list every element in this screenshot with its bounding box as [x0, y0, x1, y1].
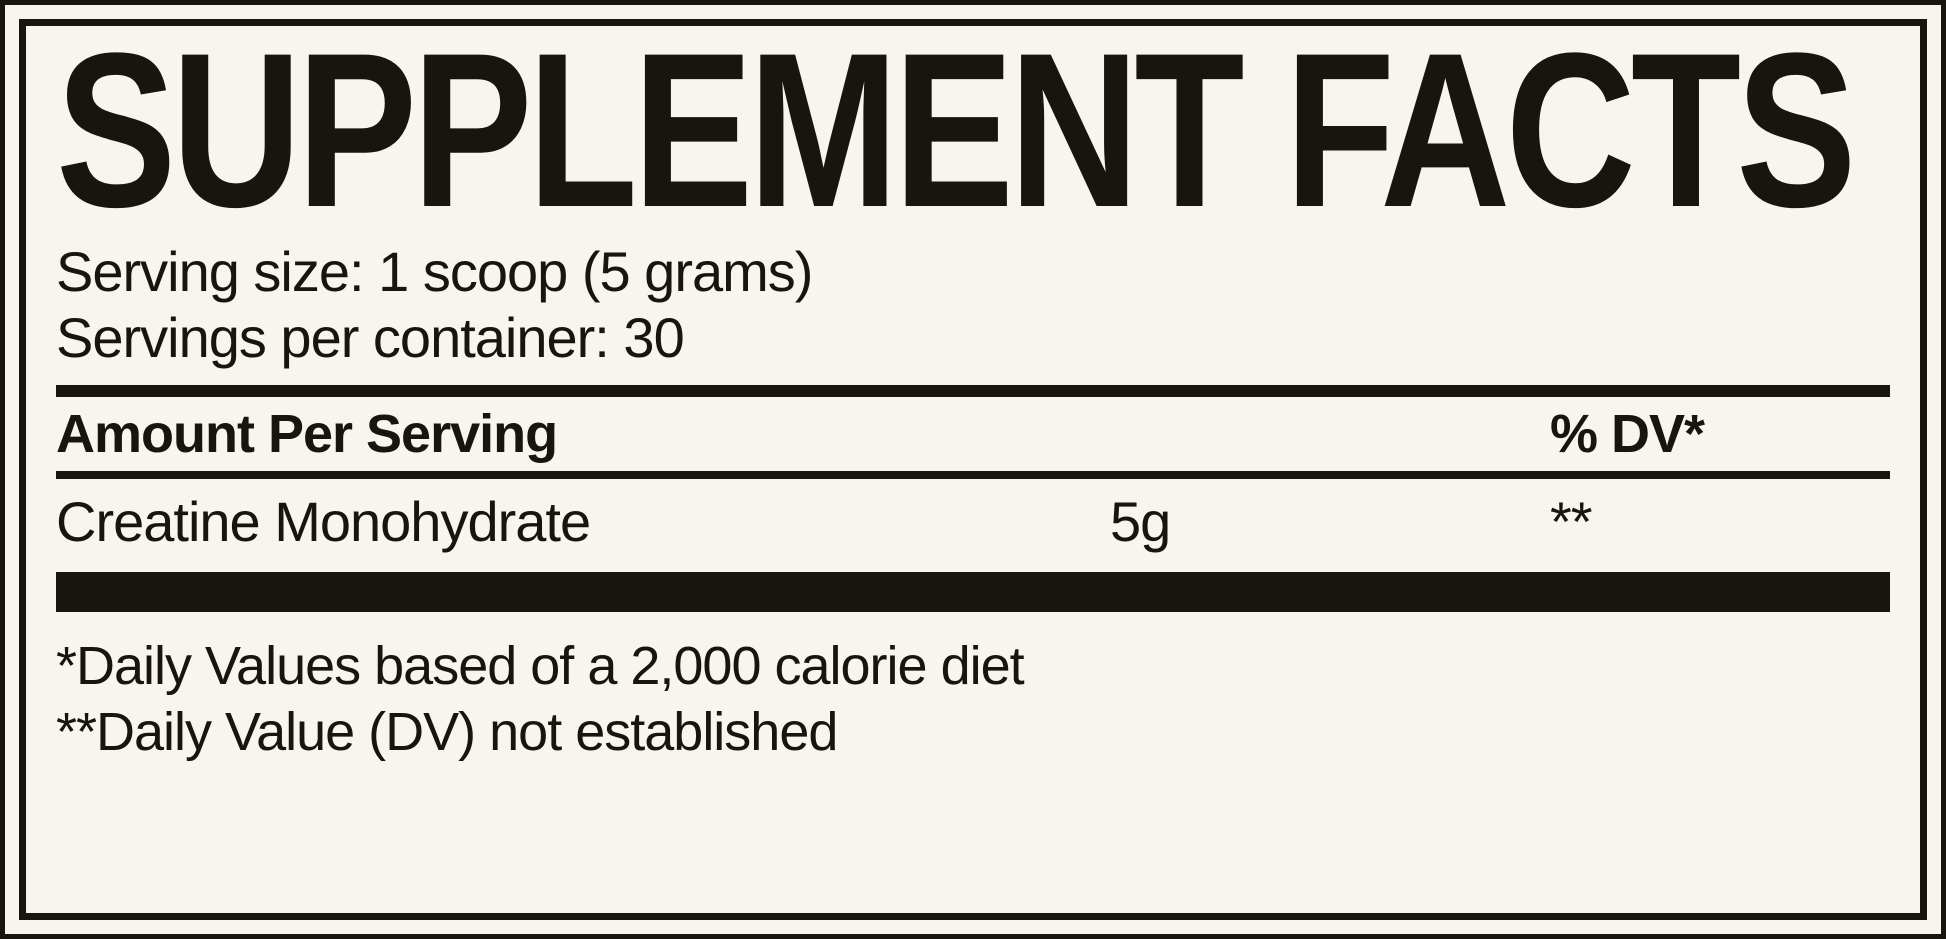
ingredient-name: Creatine Monohydrate: [56, 489, 1110, 554]
header-amount-per-serving: Amount Per Serving: [56, 403, 1550, 465]
ingredient-dv: **: [1530, 489, 1890, 554]
footnote-line: *Daily Values based of a 2,000 calorie d…: [56, 634, 1890, 700]
footnote-line: **Daily Value (DV) not established: [56, 700, 1890, 766]
table-row: Creatine Monohydrate 5g **: [56, 489, 1890, 554]
rule-top: [56, 385, 1890, 397]
servings-per-container-line: Servings per container: 30: [56, 305, 1890, 371]
panel-title: SUPPLEMENT FACTS: [56, 26, 1560, 235]
rule-thick-bar: [56, 572, 1890, 612]
supplement-facts-panel: SUPPLEMENT FACTS Serving size: 1 scoop (…: [19, 19, 1927, 920]
header-percent-dv: % DV*: [1550, 403, 1890, 465]
rule-under-header: [56, 471, 1890, 479]
ingredient-amount: 5g: [1110, 489, 1530, 554]
outer-border: SUPPLEMENT FACTS Serving size: 1 scoop (…: [0, 0, 1946, 939]
table-header-row: Amount Per Serving % DV*: [56, 403, 1890, 465]
